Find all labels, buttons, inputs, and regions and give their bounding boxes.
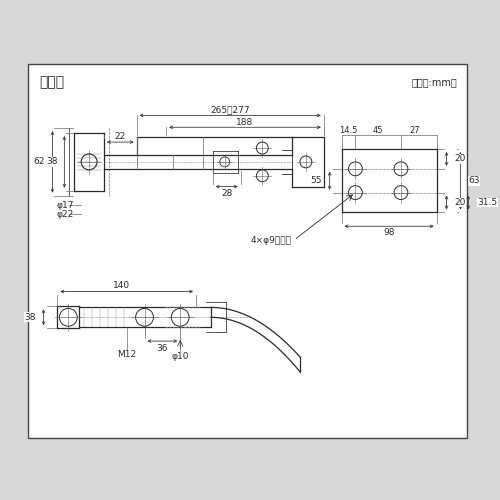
Text: 98: 98 (384, 228, 395, 236)
Text: φ17: φ17 (56, 201, 74, 210)
Text: 265＾277: 265＾277 (210, 105, 250, 114)
Text: φ22: φ22 (56, 210, 74, 219)
Text: 38: 38 (24, 313, 36, 322)
Text: M12: M12 (117, 350, 136, 360)
Text: 36: 36 (156, 344, 168, 352)
Text: 20: 20 (454, 154, 466, 164)
Text: 62: 62 (33, 158, 44, 166)
Text: 63: 63 (468, 176, 480, 185)
Text: 14.5: 14.5 (340, 126, 357, 134)
Text: 188: 188 (236, 118, 253, 127)
Text: 27: 27 (410, 126, 420, 134)
Text: 寸法図: 寸法図 (40, 74, 64, 88)
Text: 55: 55 (310, 176, 322, 185)
Text: 140: 140 (113, 281, 130, 290)
Text: （単位:mm）: （単位:mm） (412, 76, 458, 86)
Bar (28, 64, 468, 438)
Text: 38: 38 (46, 158, 58, 166)
Text: φ10: φ10 (172, 352, 189, 362)
Text: 28: 28 (221, 189, 232, 198)
Text: 22: 22 (114, 132, 126, 140)
Text: 45: 45 (373, 126, 384, 134)
Text: 31.5: 31.5 (477, 198, 498, 207)
Text: 20: 20 (454, 198, 466, 207)
Text: 4×φ9穴、ニ: 4×φ9穴、ニ (251, 236, 292, 244)
